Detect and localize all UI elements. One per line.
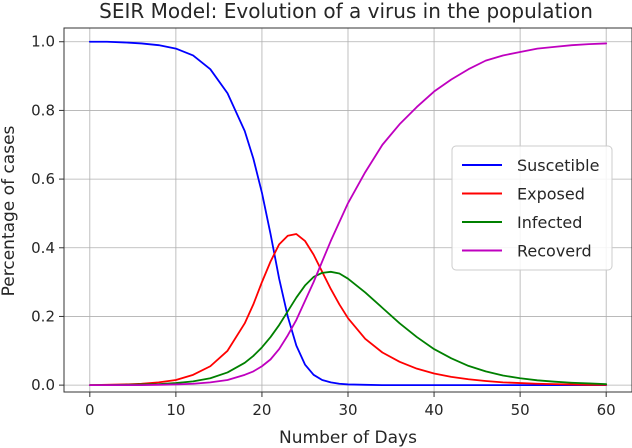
- series-lines: [88, 40, 608, 387]
- y-axis-label: Percentage of cases: [0, 125, 19, 296]
- y-tick-label: 0.6: [31, 170, 55, 188]
- series-line-infected: [88, 270, 608, 387]
- y-tick-label: 0.0: [31, 376, 55, 394]
- x-tick-label: 0: [85, 401, 95, 419]
- x-tick-label: 10: [166, 401, 185, 419]
- legend-box: [451, 145, 613, 271]
- series-line-recoverd: [88, 42, 608, 387]
- x-tick-label: 30: [338, 401, 357, 419]
- y-tick-label: 0.4: [31, 239, 55, 257]
- series-line-exposed: [88, 233, 608, 387]
- x-tick-label: 20: [252, 401, 271, 419]
- legend-item-infected: Infected: [462, 213, 582, 232]
- y-tick-label: 1.0: [31, 33, 55, 51]
- legend-label: Infected: [517, 213, 582, 232]
- axis-ticks: 0 10 20 30 40 50 60 0.0 0.2 0.4 0.6 0.8 1.0: [31, 33, 616, 419]
- chart-title: SEIR Model: Evolution of a virus in the …: [99, 0, 593, 23]
- x-tick-label: 50: [511, 401, 530, 419]
- y-tick-label: 0.8: [31, 101, 55, 119]
- legend-item-exposed: Exposed: [462, 185, 585, 204]
- legend-item-suscetible: Suscetible: [462, 156, 599, 175]
- x-axis-label: Number of Days: [279, 428, 417, 448]
- legend-label: Suscetible: [517, 156, 599, 175]
- x-tick-label: 60: [597, 401, 616, 419]
- series-line-suscetible: [88, 40, 608, 387]
- legend: Suscetible Exposed Infected Recoverd: [451, 145, 613, 271]
- x-tick-label: 40: [425, 401, 444, 419]
- legend-item-recoverd: Recoverd: [462, 242, 592, 261]
- legend-label: Exposed: [517, 185, 585, 204]
- y-tick-label: 0.2: [31, 307, 55, 325]
- legend-label: Recoverd: [517, 242, 592, 261]
